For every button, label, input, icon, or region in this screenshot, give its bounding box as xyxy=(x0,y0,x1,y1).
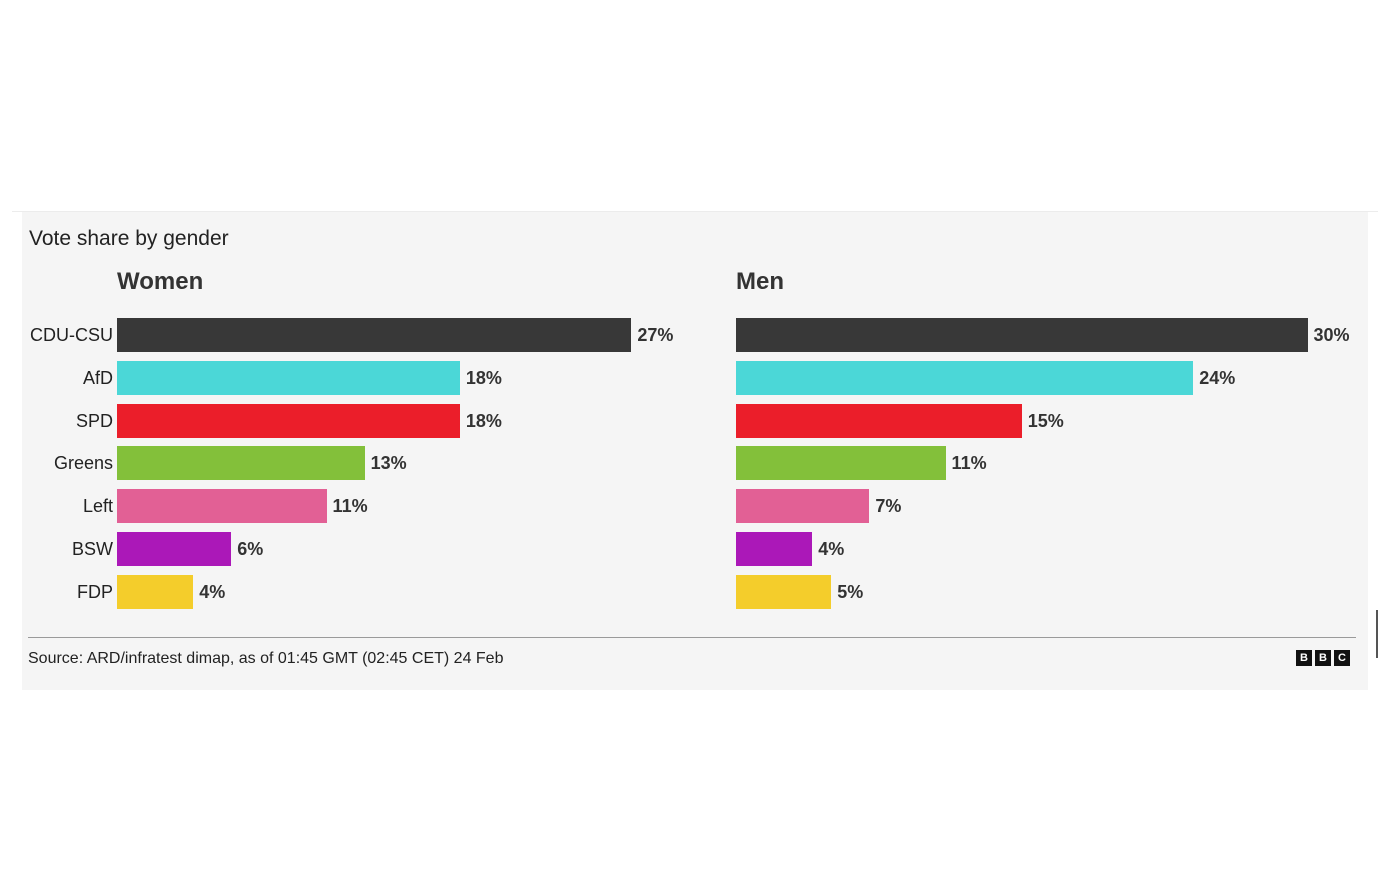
footer-divider xyxy=(28,637,1356,638)
bar-men-bsw xyxy=(736,532,813,566)
bar-men-greens xyxy=(736,446,946,481)
bar-women-afd xyxy=(117,360,460,395)
bar-women-spd xyxy=(117,403,460,438)
bar-women-greens xyxy=(117,446,365,481)
chart-title: Vote share by gender xyxy=(29,227,229,250)
data-label: 11% xyxy=(332,496,368,517)
logo-letter: B xyxy=(1296,650,1312,666)
data-label: 27% xyxy=(637,325,674,345)
source-note: Source: ARD/infratest dimap, as of 01:45… xyxy=(28,650,504,667)
top-divider xyxy=(12,211,1378,212)
category-label: CDU-CSU xyxy=(30,325,113,345)
category-label: FDP xyxy=(77,581,113,602)
data-label: 7% xyxy=(875,496,902,517)
category-label: SPD xyxy=(75,410,113,431)
data-label: 24% xyxy=(1199,367,1236,388)
data-label: 4% xyxy=(199,581,226,602)
data-label: 18% xyxy=(465,367,502,388)
data-label: 18% xyxy=(465,410,502,431)
bar-women-fdp xyxy=(117,574,194,609)
category-label: AfD xyxy=(82,367,113,388)
category-label: Left xyxy=(82,496,113,517)
data-label: 13% xyxy=(370,453,407,474)
data-label: 5% xyxy=(837,581,864,602)
panel-title-men: Men xyxy=(736,268,784,295)
data-label: 4% xyxy=(818,539,845,559)
logo-letter: C xyxy=(1334,650,1350,666)
chart-card: Vote share by gender Women Men CDU-CSU Af… xyxy=(22,212,1368,690)
bar-women-left xyxy=(117,489,327,524)
bar-men-afd xyxy=(736,360,1194,395)
data-label: 30% xyxy=(1313,325,1350,345)
data-label: 11% xyxy=(951,453,987,474)
bar-men-fdp xyxy=(736,574,832,609)
bar-men-left xyxy=(736,489,870,524)
bar-women-cdu-csu xyxy=(117,318,632,352)
bbc-logo: B B C xyxy=(1296,650,1350,666)
data-label: 6% xyxy=(237,539,264,559)
bar-women-bsw xyxy=(117,532,232,566)
bar-men-cdu-csu xyxy=(736,318,1308,352)
edge-marker xyxy=(1376,610,1378,658)
data-label: 15% xyxy=(1027,410,1064,431)
category-label: Greens xyxy=(53,453,113,474)
logo-letter: B xyxy=(1315,650,1331,666)
bar-men-spd xyxy=(736,403,1022,438)
category-label: BSW xyxy=(71,539,113,559)
panel-title-women: Women xyxy=(117,268,204,295)
